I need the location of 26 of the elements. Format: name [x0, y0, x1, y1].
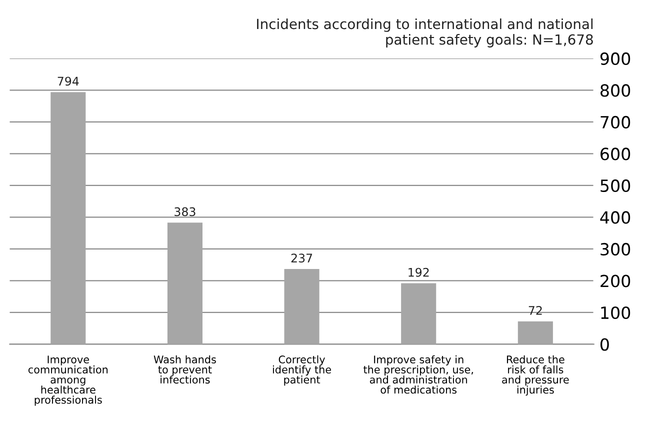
- bar: [50, 92, 86, 344]
- data-label: 794: [58, 76, 79, 86]
- y-tick-label: 900: [600, 52, 630, 66]
- y-tick-label: 100: [601, 306, 630, 320]
- y-tick-label: 500: [600, 179, 630, 192]
- y-tick-label: 300: [600, 242, 630, 256]
- data-label: 237: [291, 254, 312, 263]
- data-label: 72: [528, 306, 542, 315]
- y-tick-label: 800: [600, 84, 630, 97]
- x-tick-label: Improve communication among healthcare professionals: [28, 356, 108, 406]
- x-tick-label: Reduce the risk of falls and pressure injuries: [502, 355, 569, 396]
- x-tick-label: Wash hands to prevent infections: [154, 355, 216, 384]
- chart-title: Incidents according to international and national patient safety goals: N=1,678: [257, 18, 593, 48]
- y-tick-label: 600: [600, 148, 630, 160]
- bar: [167, 222, 202, 344]
- data-label: 192: [408, 268, 429, 277]
- y-tick-label: 0: [600, 338, 609, 351]
- y-tick-label: 700: [600, 116, 630, 129]
- bar: [401, 283, 436, 344]
- x-tick-label: Improve safety in the prescription, use, and administration of medications: [364, 355, 473, 394]
- bar: [518, 321, 553, 344]
- bar: [284, 268, 320, 344]
- x-tick-label: Correctly identify the patient: [272, 355, 332, 386]
- y-tick-label: 400: [600, 211, 630, 224]
- data-label: 383: [174, 207, 196, 216]
- y-tick-label: 200: [600, 274, 630, 288]
